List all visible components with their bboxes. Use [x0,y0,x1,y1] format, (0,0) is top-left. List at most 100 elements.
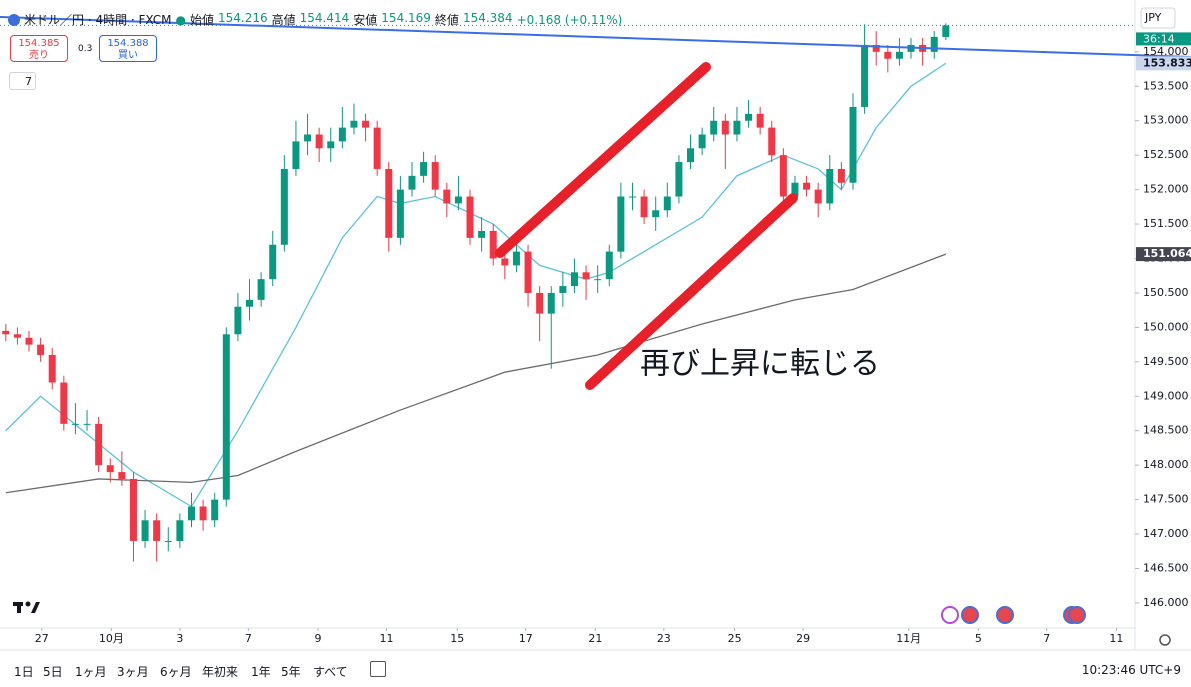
candle-body [269,244,277,280]
candle-body [501,258,509,266]
candle-body [663,196,671,211]
candle-body [512,251,520,266]
candle-body [164,540,172,542]
y-tick-label: 152.500 [1143,148,1189,161]
candle-body [83,423,91,425]
indicators-toggle[interactable]: 7 [9,72,36,90]
candle-body [489,230,497,259]
range-button[interactable]: 3ヶ月 [117,665,149,679]
candle-body [199,506,207,521]
price-badge-label: 151.064 [1143,247,1191,260]
candle-body [48,354,56,383]
y-tick-label: 154.000 [1143,45,1189,58]
candle-body [106,465,114,473]
ohlc-value: 154.384 [462,11,513,25]
candle-body [292,141,300,169]
range-button[interactable]: 1日 [14,665,34,679]
buy-label: 買い [118,50,138,61]
candle-body [280,168,288,245]
candle-body [895,51,903,59]
candle-body [350,120,358,128]
status-dot: ● [175,12,186,27]
candle-body [872,44,880,52]
symbol-icon [8,13,20,26]
y-tick-label: 149.000 [1143,389,1189,402]
candle-body [617,196,625,252]
candle-body [942,25,950,37]
candle-body [536,292,544,314]
candle-body [71,423,79,425]
candle-body [837,168,845,183]
drawn-line [495,62,711,258]
candle-body [362,120,370,128]
range-button[interactable]: 5年 [281,665,301,679]
candle-body [745,113,753,121]
range-button[interactable]: 1ヶ月 [75,665,107,679]
x-tick-label: 27 [35,632,49,645]
candle-body [861,44,869,107]
range-button[interactable]: すべて [313,665,348,679]
sell-button[interactable]: 154.385 売り [10,35,68,62]
x-tick-label: 11 [1109,632,1123,645]
candle-body [559,286,567,293]
spread: 0.3 [78,44,93,54]
candle-body [153,520,161,541]
ohlc-label: 始値 [190,13,215,27]
countdown: 36:14 [1143,32,1175,45]
plot [0,23,1135,562]
sell-label: 売り [29,50,49,61]
y-tick-label: 150.000 [1143,320,1189,333]
ohlc-label: 高値 [271,13,296,27]
range-button[interactable]: 6ヶ月 [160,665,192,679]
candle-body [234,306,242,335]
candle-body [930,36,938,52]
settings-icon[interactable] [1159,634,1171,646]
annotation: 再び上昇に転じる [640,347,880,382]
candle-body [25,337,33,345]
candle-body [582,272,590,280]
candle-body [373,127,381,169]
date-range-icon[interactable] [370,661,386,677]
range-button[interactable]: 1年 [251,665,271,679]
y-tick-label: 153.000 [1143,114,1189,127]
candle-body [118,472,126,479]
candle-body [733,120,741,135]
candle-body [141,520,149,541]
candle-body [257,279,265,300]
candle-body [640,196,648,218]
ohlc-value: 154.216 [218,11,268,25]
buy-price: 154.388 [107,38,149,49]
x-tick-label: 23 [657,632,671,645]
candle-body [37,344,45,355]
candle-body [187,506,195,521]
buy-button[interactable]: 154.388 買い [99,35,157,62]
range-button[interactable]: 年初来 [202,665,239,679]
indicator-count: 7 [25,75,32,88]
price-badge [1136,247,1191,262]
range-button[interactable]: 5日 [43,665,63,679]
candle-body [466,196,474,238]
x-tick-label: 7 [245,632,252,645]
candle-body [605,251,613,280]
event-icons [941,606,1086,624]
clock: 10:23:46 UTC+9 [1081,663,1181,677]
candle-body [315,134,323,149]
x-tick-label: 25 [728,632,742,645]
y-tick-label: 152.000 [1143,183,1189,196]
x-tick-label: 7 [1043,632,1050,645]
currency-button[interactable] [1140,7,1176,29]
trend-line [0,16,1191,58]
x-tick-label: 15 [450,632,464,645]
x-tick-label: 11 [379,632,393,645]
candle-body [803,182,811,190]
candle-body [628,196,636,198]
y-tick-label: 147.000 [1143,527,1189,540]
candle-body [768,127,776,156]
ohlc: 始値 154.216 高値 154.414 安値 154.169 終値 154.384 [190,11,513,28]
x-tick-label: 3 [176,632,183,645]
candle-body [60,382,68,424]
sell-price: 154.385 [18,38,60,49]
candle-body [826,168,834,204]
candle-body [570,272,578,287]
candle-body [710,120,718,135]
